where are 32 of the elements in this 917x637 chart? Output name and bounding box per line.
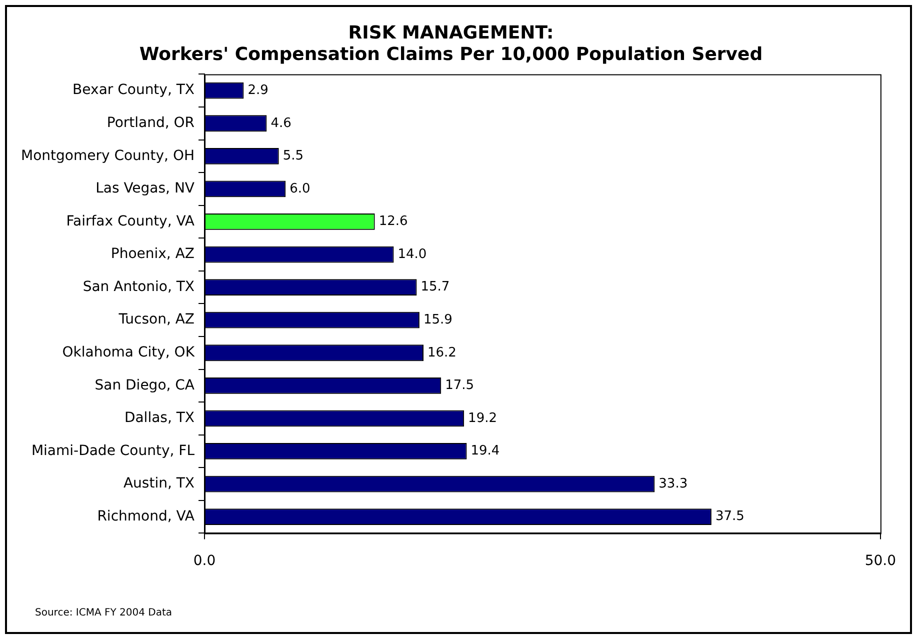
y-tick-label: Fairfax County, VA (66, 213, 195, 230)
source-note: Source: ICMA FY 2004 Data (35, 608, 172, 619)
y-tick-label: Richmond, VA (97, 508, 195, 524)
y-tick-label: Oklahoma City, OK (62, 344, 196, 361)
y-tick-label: Dallas, TX (124, 410, 195, 426)
y-tick-label: Austin, TX (123, 476, 195, 492)
data-label: 33.3 (658, 476, 688, 492)
data-label: 16.2 (428, 345, 456, 360)
y-tick-label: Miami-Dade County, FL (31, 442, 195, 459)
data-label: 2.9 (248, 82, 268, 98)
data-label: 4.6 (270, 116, 292, 131)
y-tick-label: Las Vegas, NV (96, 180, 195, 197)
data-label: 19.2 (468, 410, 498, 426)
data-label: 14.0 (398, 246, 427, 262)
data-label: 6.0 (290, 181, 310, 196)
x-tick-label: 0.0 (193, 553, 216, 570)
y-tick-label: Montgomery County, OH (20, 148, 195, 164)
data-label: 15.9 (423, 312, 452, 328)
y-tick-label: San Diego, CA (94, 377, 195, 394)
y-tick-label: Portland, OR (106, 115, 195, 132)
data-label: 5.5 (282, 148, 304, 164)
y-tick-label: Bexar County, TX (72, 82, 195, 98)
data-label: 15.7 (420, 280, 450, 295)
y-tick-label: Phoenix, AZ (110, 246, 195, 262)
data-label: 12.6 (378, 214, 408, 230)
y-tick-label: San Antonio, TX (82, 278, 195, 295)
data-label: 17.5 (445, 378, 474, 394)
data-label: 19.4 (470, 444, 500, 459)
y-tick-label: Tucson, AZ (118, 312, 195, 328)
x-tick-label: 50.0 (864, 553, 896, 570)
chart-title: RISK MANAGEMENT: Workers' Compensation Claims Per 10,000 Population Served (139, 22, 763, 66)
data-label: 37.5 (715, 509, 744, 524)
